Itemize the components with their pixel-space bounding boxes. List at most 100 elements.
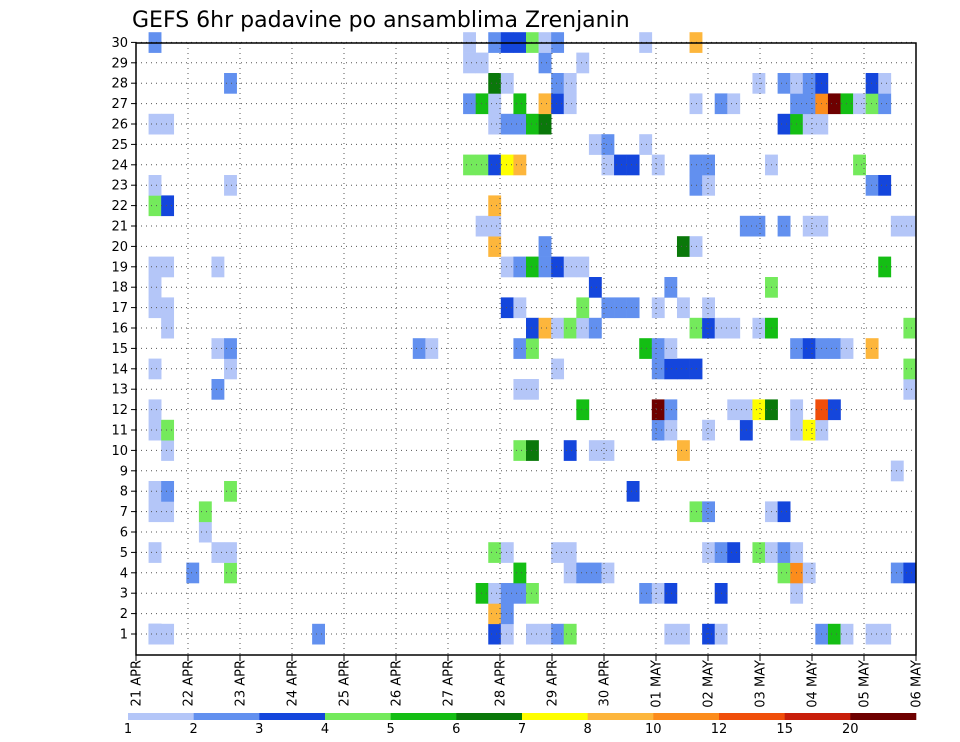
x-tick-label: 06 MAY	[910, 660, 925, 708]
heatmap-cell	[563, 256, 577, 278]
heatmap-cell	[802, 113, 816, 135]
heatmap-cell	[802, 73, 816, 94]
heatmap-cell	[890, 215, 904, 237]
heatmap-cell	[148, 542, 162, 563]
y-tick-label: 28	[111, 77, 128, 92]
heatmap-cell	[664, 338, 678, 359]
heatmap-cell	[702, 154, 716, 176]
legend-label: 10	[645, 722, 662, 737]
heatmap-cell	[639, 583, 653, 604]
heatmap-cell	[865, 73, 879, 94]
heatmap-cell	[777, 542, 791, 563]
heatmap-cell	[601, 154, 615, 176]
legend-swatch	[784, 713, 851, 720]
heatmap-cell	[588, 317, 602, 339]
color-legend: 1 2 3 4 5 6 7 8 10 12 15 20	[124, 713, 917, 737]
heatmap-cell	[903, 562, 917, 584]
heatmap-cell	[614, 297, 627, 319]
heatmap-cell	[526, 379, 539, 400]
heatmap-cell	[475, 93, 489, 115]
y-tick-label: 6	[120, 526, 128, 541]
heatmap-cell	[651, 399, 665, 421]
heatmap-cell	[148, 501, 162, 523]
y-axis: 1234567891011121314151617181920212223242…	[111, 36, 136, 643]
heatmap-cell	[777, 113, 791, 135]
heatmap-cell	[601, 297, 615, 319]
heatmap-cell	[551, 542, 565, 563]
heatmap-cell	[198, 521, 212, 543]
heatmap-cell	[676, 236, 690, 257]
heatmap-cell	[526, 623, 539, 645]
legend-label: 2	[190, 722, 198, 737]
heatmap-cell	[538, 52, 552, 74]
x-tick-label: 30 APR	[598, 660, 613, 706]
heatmap-cell	[551, 358, 565, 380]
heatmap-cell	[903, 317, 917, 339]
x-tick-label: 01 MAY	[650, 660, 665, 708]
heatmap-cell	[488, 542, 502, 563]
heatmap-cell	[878, 623, 892, 645]
legend-swatch	[850, 713, 917, 720]
heatmap-cell	[148, 175, 162, 196]
heatmap-cell	[475, 154, 489, 176]
heatmap-cell	[664, 399, 678, 421]
x-tick-label: 02 MAY	[702, 660, 717, 708]
y-tick-label: 21	[111, 220, 128, 235]
y-tick-label: 26	[111, 118, 128, 133]
legend-label: 8	[584, 722, 592, 737]
x-tick-label: 03 MAY	[754, 660, 769, 708]
heatmap-cell	[865, 338, 879, 359]
heatmap-cell	[538, 93, 552, 115]
y-tick-label: 30	[111, 36, 128, 51]
legend-label: 20	[842, 722, 859, 737]
heatmap-cell	[576, 52, 590, 74]
x-tick-label: 25 APR	[338, 660, 353, 706]
heatmap-cell	[148, 256, 162, 278]
legend-swatch	[719, 713, 785, 720]
heatmap-cell	[777, 73, 791, 94]
heatmap-cell	[563, 317, 577, 339]
heatmap-cells	[148, 32, 917, 645]
heatmap-cell	[463, 154, 476, 176]
heatmap-cell	[664, 623, 678, 645]
heatmap-cell	[626, 154, 640, 176]
heatmap-cell	[727, 399, 741, 421]
heatmap-cell	[827, 623, 841, 645]
heatmap-cell	[186, 562, 200, 584]
heatmap-cell	[651, 583, 665, 604]
heatmap-cell	[513, 440, 527, 461]
y-tick-label: 18	[111, 281, 128, 296]
heatmap-cell	[890, 460, 904, 482]
heatmap-cell	[827, 338, 841, 359]
heatmap-cell	[148, 195, 162, 217]
heatmap-cell	[689, 501, 703, 523]
heatmap-cell	[500, 542, 514, 563]
chart-title: GEFS 6hr padavine po ansamblima Zrenjani…	[132, 8, 630, 33]
heatmap-cell	[689, 93, 703, 115]
heatmap-cell	[412, 338, 426, 359]
legend-label: 4	[321, 722, 329, 737]
legend-label: 1	[124, 722, 132, 737]
heatmap-cell	[488, 603, 502, 625]
heatmap-cell	[588, 134, 602, 155]
heatmap-cell	[827, 399, 841, 421]
heatmap-cell	[903, 379, 917, 400]
heatmap-cell	[551, 93, 565, 115]
legend-label: 12	[711, 722, 728, 737]
heatmap-cell	[702, 297, 716, 319]
x-tick-label: 29 APR	[546, 660, 561, 706]
heatmap-cell	[903, 215, 917, 237]
heatmap-cell	[500, 297, 514, 319]
heatmap-cell	[777, 501, 791, 523]
heatmap-cell	[689, 175, 703, 196]
heatmap-cell	[161, 195, 175, 217]
heatmap-cell	[827, 93, 841, 115]
x-tick-label: 24 APR	[286, 660, 301, 706]
heatmap-cell	[752, 399, 766, 421]
heatmap-cell	[463, 52, 476, 74]
heatmap-cell	[526, 113, 539, 135]
x-tick-label: 27 APR	[442, 660, 457, 706]
heatmap-cell	[538, 623, 552, 645]
heatmap-cell	[853, 93, 866, 115]
